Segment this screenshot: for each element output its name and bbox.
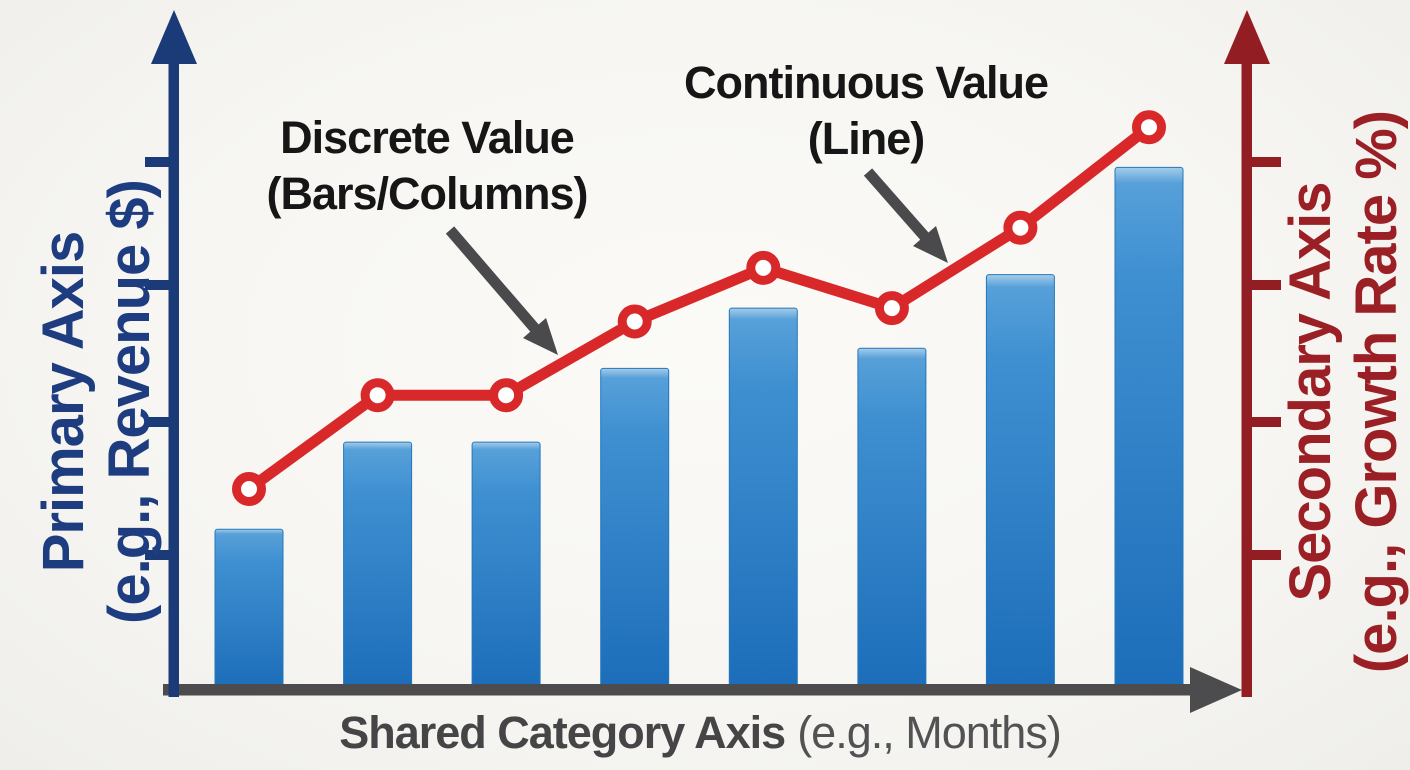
bar-7 <box>985 274 1055 691</box>
primary-axis-tick-4 <box>145 550 179 560</box>
category-axis-label: Shared Category Axis (e.g., Months) <box>339 707 1062 759</box>
secondary-axis-tick-3 <box>1249 417 1281 427</box>
bars-annotation: Discrete Value (Bars/Columns) <box>266 110 588 222</box>
category-axis-label-bold: Shared Category Axis <box>339 707 786 758</box>
primary-axis-arrowhead <box>151 10 197 64</box>
primary-axis-tick-3 <box>145 417 179 427</box>
secondary-axis-arrowhead <box>1224 10 1270 64</box>
bar-8 <box>1114 166 1184 691</box>
line-marker-4 <box>617 304 652 339</box>
bars-annotation-arrow-shaft <box>445 226 542 335</box>
bar-5 <box>728 307 798 691</box>
bars-annotation-arrow-head <box>523 318 558 355</box>
line-marker-7 <box>1003 210 1038 245</box>
category-axis-line <box>163 684 1196 696</box>
category-axis-arrowhead <box>1190 667 1242 713</box>
bar-3 <box>471 441 541 691</box>
line-annotation-line2: (Line) <box>807 113 925 164</box>
primary-axis-label: Primary Axis (e.g., Revenue $) <box>31 180 163 624</box>
primary-axis-tick-2 <box>145 280 179 290</box>
secondary-axis-label: Secondary Axis (e.g., Growth Rate %) <box>1278 111 1410 673</box>
line-marker-8 <box>1132 110 1166 145</box>
primary-axis-line <box>168 55 179 697</box>
category-axis-label-regular: (e.g., Months) <box>797 707 1062 758</box>
primary-axis-tick-1 <box>145 157 179 167</box>
bars-annotation-line1: Discrete Value <box>280 112 575 163</box>
line-marker-2 <box>360 378 395 413</box>
primary-axis-label-line2: (e.g., Revenue $) <box>97 180 162 624</box>
line-annotation-arrow-head <box>913 226 948 263</box>
secondary-axis-tick-2 <box>1249 280 1281 290</box>
secondary-axis-tick-1 <box>1249 157 1281 167</box>
bar-4 <box>600 367 670 691</box>
line-annotation-line1: Continuous Value <box>683 57 1049 108</box>
secondary-axis-label-line2: (e.g., Growth Rate %) <box>1344 110 1409 674</box>
line-annotation-arrow-shaft <box>863 168 931 242</box>
line-marker-5 <box>746 250 781 285</box>
bar-2 <box>343 441 413 691</box>
line-annotation: Continuous Value (Line) <box>683 55 1049 167</box>
bar-1 <box>214 528 284 691</box>
line-marker-3 <box>489 378 524 413</box>
line-marker-6 <box>874 291 909 326</box>
bar-6 <box>857 347 927 691</box>
bars-annotation-line2: (Bars/Columns) <box>266 168 588 219</box>
secondary-axis-label-line1: Secondary Axis <box>1278 182 1343 602</box>
trend-line <box>243 121 1155 495</box>
primary-axis-label-line1: Primary Axis <box>31 231 96 573</box>
line-marker-1 <box>232 472 266 506</box>
secondary-axis-tick-4 <box>1249 550 1281 560</box>
secondary-axis-line <box>1241 55 1252 697</box>
